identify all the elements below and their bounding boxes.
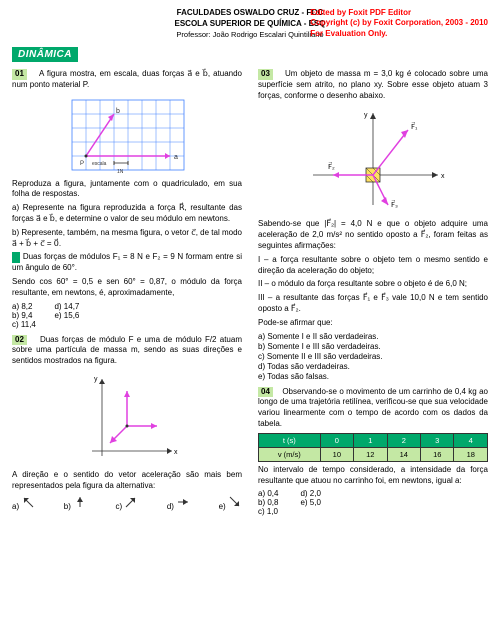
q2-intro: 02 Duas forças de módulo F e uma de módu…	[12, 335, 242, 367]
q2-opt-c: c)	[116, 495, 139, 511]
q1b-opt-d: d) 14,7	[54, 302, 79, 311]
content-columns: 01 A figura mostra, em escala, duas forç…	[12, 66, 488, 516]
q4-opts-row2: b) 0,8 e) 5,0	[258, 498, 488, 507]
t-head-label: t (s)	[259, 433, 321, 447]
t-h2: 2	[387, 433, 420, 447]
q3-opt-d: d) Todas são verdadeiras.	[258, 362, 488, 371]
q1-after: Reproduza a figura, juntamente com o qua…	[12, 179, 242, 201]
t-h4: 4	[454, 433, 488, 447]
q3-opt-a: a) Somente I e II são verdadeiras.	[258, 332, 488, 341]
q1-a: a) Represente na figura reproduzida a fo…	[12, 203, 242, 225]
svg-text:y: y	[94, 376, 98, 383]
q2-opt-d: d)	[167, 495, 190, 511]
edit-line3: For Evaluation Only.	[310, 29, 488, 39]
q1b-opts-row2: b) 9,4 e) 15,6	[12, 311, 242, 320]
right-column: 03 Um objeto de massa m = 3,0 kg é coloc…	[258, 66, 488, 516]
edit-line2: Copyright (c) by Foxit Corporation, 2003…	[310, 18, 488, 28]
svg-text:F⃗₃: F⃗₃	[391, 200, 398, 209]
q3-i1: I – a força resultante sobre o objeto te…	[258, 255, 488, 277]
svg-text:escala: escala	[92, 161, 107, 167]
q1b-opt-b: b) 9,4	[12, 311, 32, 320]
q3-opt-e: e) Todas são falsas.	[258, 372, 488, 381]
q1b-opts-row1: a) 8,2 d) 14,7	[12, 302, 242, 311]
t-r2: 14	[387, 447, 420, 461]
q3-after: Sabendo-se que |F⃗₂| = 4,0 N e que o obj…	[258, 219, 488, 251]
q4-intro: 04 Observando-se o movimento de um carri…	[258, 387, 488, 430]
q1b-opt-a: a) 8,2	[12, 302, 32, 311]
q4-opt-a: a) 0,4	[258, 489, 278, 498]
t-r1: 12	[354, 447, 387, 461]
q1-intro: 01 A figura mostra, em escala, duas forç…	[12, 69, 242, 91]
q3-i3: III – a resultante das forças F⃗₁ e F⃗₃ …	[258, 293, 488, 315]
svg-text:x: x	[174, 449, 178, 456]
q3-opt-c: c) Somente II e III são verdadeiras.	[258, 352, 488, 361]
svg-text:F⃗₂: F⃗₂	[328, 162, 335, 171]
q1-b: b) Represente, também, na mesma figura, …	[12, 228, 242, 250]
edit-line1: Edited by Foxit PDF Editor	[310, 8, 488, 18]
q2-num: 02	[12, 335, 27, 346]
q4-table: t (s) 0 1 2 3 4 v (m/s) 10 12 14 16 18	[258, 433, 488, 462]
q4-num: 04	[258, 387, 273, 398]
svg-text:x: x	[441, 173, 445, 180]
q1b-intro: Duas forças de módulos F₁ = 8 N e F₂ = 9…	[12, 252, 242, 274]
q3-intro: 03 Um objeto de massa m = 3,0 kg é coloc…	[258, 69, 488, 101]
t-h0: 0	[320, 433, 353, 447]
q1b-opt-e: e) 15,6	[54, 311, 79, 320]
q3-opts: a) Somente I e II são verdadeiras. b) So…	[258, 332, 488, 381]
header-edit: Edited by Foxit PDF Editor Copyright (c)…	[310, 8, 488, 39]
svg-text:P: P	[80, 161, 84, 167]
q1b-marker	[12, 252, 20, 263]
q4-opt-e: e) 5,0	[300, 498, 320, 507]
q2-after: A direção e o sentido do vetor aceleraçã…	[12, 470, 242, 492]
q4-after: No intervalo de tempo considerado, a int…	[258, 465, 488, 487]
q3-num: 03	[258, 69, 273, 80]
svg-text:F⃗₁: F⃗₁	[411, 122, 418, 131]
q4-opt-d: d) 2,0	[300, 489, 320, 498]
svg-text:a: a	[174, 154, 178, 161]
q3-pode: Pode-se afirmar que:	[258, 318, 488, 329]
q4-opt-b: b) 0,8	[258, 498, 278, 507]
t-r4: 18	[454, 447, 488, 461]
t-row-label: v (m/s)	[259, 447, 321, 461]
q2-figure: x y	[72, 371, 182, 466]
q4-opts-row1: a) 0,4 d) 2,0	[258, 489, 488, 498]
svg-text:1N: 1N	[117, 169, 124, 175]
section-title: DINÂMICA	[12, 47, 78, 62]
q2-opt-e: e)	[219, 495, 242, 511]
t-h1: 1	[354, 433, 387, 447]
q1-num: 01	[12, 69, 27, 80]
q3-i2: II – o módulo da força resultante sobre …	[258, 279, 488, 290]
t-r0: 10	[320, 447, 353, 461]
t-r3: 16	[421, 447, 454, 461]
q1-figure: a b P escala 1N	[62, 95, 192, 175]
q3-figure: x y F⃗₁ F⃗₂ F⃗₃	[298, 105, 448, 215]
q4-opt-c: c) 1,0	[258, 507, 488, 516]
q1b-given: Sendo cos 60° = 0,5 e sen 60° = 0,87, o …	[12, 277, 242, 299]
q3-opt-b: b) Somente I e III são verdadeiras.	[258, 342, 488, 351]
svg-text:y: y	[364, 112, 368, 119]
q2-opt-a: a)	[12, 495, 35, 511]
svg-text:b: b	[116, 108, 120, 115]
q2-opt-b: b)	[64, 495, 87, 511]
t-h3: 3	[421, 433, 454, 447]
q2-arrow-opts: a) b) c) d) e)	[12, 495, 242, 511]
q1b-opt-c: c) 11,4	[12, 320, 242, 329]
left-column: 01 A figura mostra, em escala, duas forç…	[12, 66, 242, 516]
